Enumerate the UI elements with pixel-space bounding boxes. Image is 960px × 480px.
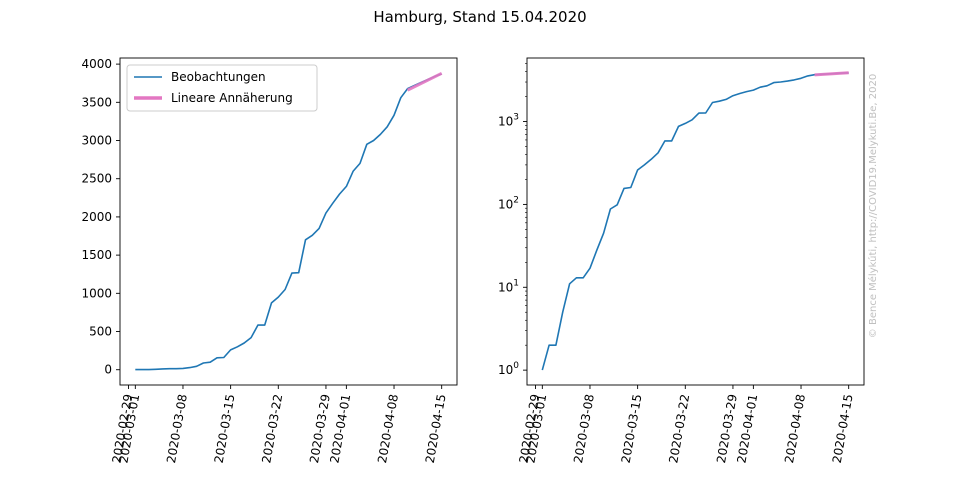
series-line-observations: [135, 73, 442, 371]
y-tick-label: 102: [498, 195, 519, 211]
x-tick-label: 2020-03-08: [571, 393, 597, 464]
legend-label: Beobachtungen: [171, 70, 266, 84]
x-tick-label: 2020-04-15: [423, 393, 449, 464]
y-tick-label: 103: [498, 113, 519, 129]
y-tick-label: 101: [498, 278, 519, 294]
y-tick-label: 3000: [81, 134, 112, 148]
series-line-observations: [541, 72, 849, 371]
series-line-linear-fit: [814, 71, 849, 77]
legend-box: [126, 64, 318, 112]
x-tick-label: 2020-03-15: [212, 393, 238, 464]
x-tick-label: 2020-03-22: [666, 393, 692, 464]
x-tick-label: 2020-03-15: [619, 393, 645, 464]
left-chart-panel: 050010001500200025003000350040002020-02-…: [81, 57, 458, 464]
y-tick-label: 4000: [81, 57, 112, 71]
y-tick-label: 2000: [81, 210, 112, 224]
y-tick-label: 500: [89, 325, 112, 339]
axes-frame: [526, 57, 865, 386]
x-tick-label: 2020-04-15: [830, 393, 856, 464]
x-tick-label: 2020-04-08: [782, 393, 808, 464]
y-tick-label: 1000: [81, 286, 112, 300]
figure-title: Hamburg, Stand 15.04.2020: [373, 8, 586, 26]
x-tick-label: 2020-03-22: [259, 393, 285, 464]
axes-frame: [119, 57, 458, 386]
y-tick-label: 0: [104, 363, 112, 377]
y-tick-label: 3500: [81, 95, 112, 109]
y-tick-label: 100: [498, 361, 519, 377]
y-tick-label: 1500: [81, 248, 112, 262]
x-tick-label: 2020-03-08: [164, 393, 190, 464]
x-tick-label: 2020-04-08: [375, 393, 401, 464]
credit-text: © Bence Mélykúti, http://COVID19.Melykut…: [867, 74, 879, 338]
legend-label: Lineare Annäherung: [171, 91, 293, 105]
y-tick-label: 2500: [81, 172, 112, 186]
series-line-linear-fit: [406, 71, 443, 92]
